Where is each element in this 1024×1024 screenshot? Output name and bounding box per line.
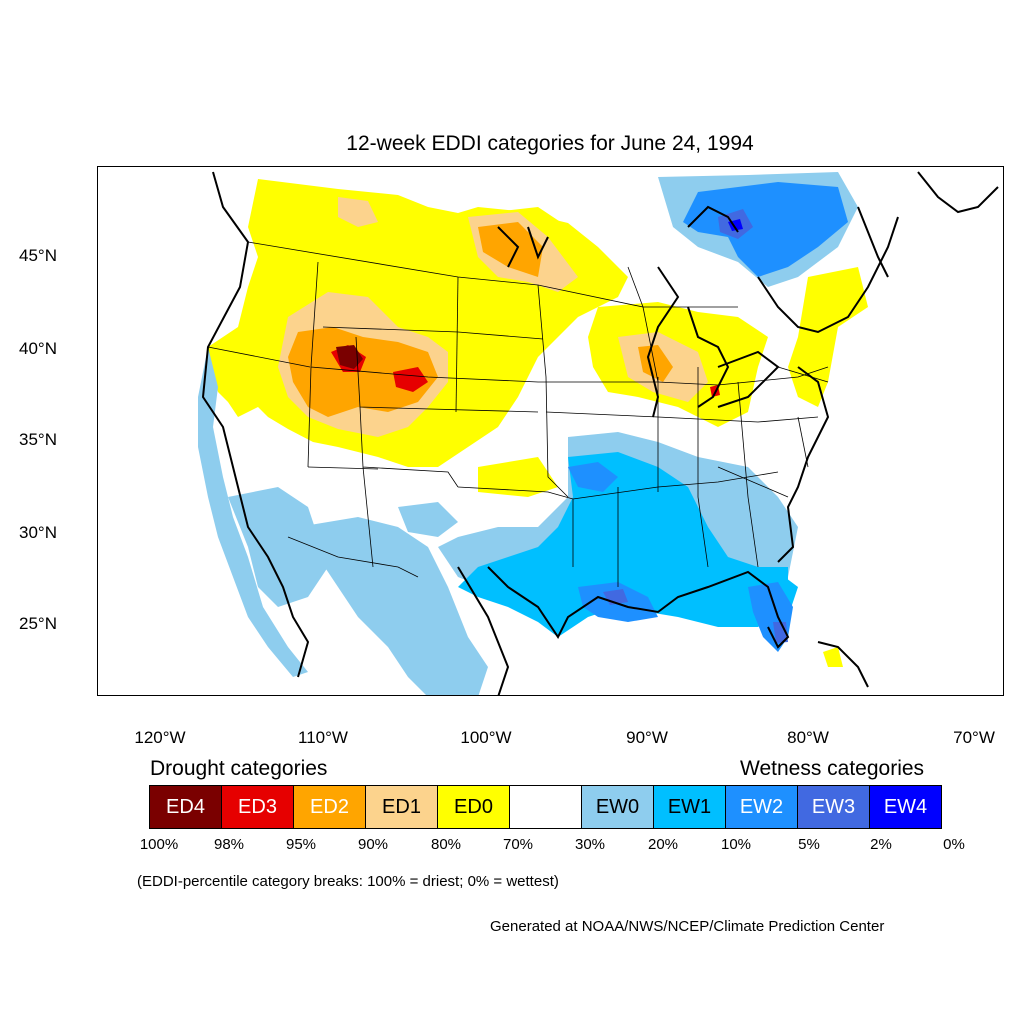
lat-label-45: 45°N <box>19 246 57 265</box>
pct-label: 90% <box>357 836 389 853</box>
map-title: 12-week EDDI categories for June 24, 199… <box>346 132 754 155</box>
lon-label-80: 80°W <box>787 728 829 747</box>
legend-bar: ED4 ED3 ED2 ED1 ED0 EW0 EW1 EW2 EW3 EW4 <box>149 785 942 829</box>
lon-label-100: 100°W <box>460 728 512 747</box>
lon-label-90: 90°W <box>626 728 668 747</box>
lat-label-35: 35°N <box>19 430 57 449</box>
coastline <box>201 171 999 695</box>
wetness-heading: Wetness categories <box>740 757 925 780</box>
lat-label-30: 30°N <box>19 523 57 542</box>
legend-box-ed3: ED3 <box>221 785 294 829</box>
eddi-map <box>198 171 999 695</box>
pct-label: 2% <box>870 836 892 853</box>
pct-label: 100% <box>139 836 179 853</box>
lon-label-120: 120°W <box>134 728 186 747</box>
pct-label: 20% <box>647 836 679 853</box>
legend-box-ew2: EW2 <box>725 785 798 829</box>
lat-label-40: 40°N <box>19 339 57 358</box>
pct-label: 30% <box>574 836 606 853</box>
pct-label: 10% <box>720 836 752 853</box>
map-panel <box>97 166 1004 696</box>
pct-label: 80% <box>430 836 462 853</box>
legend-box-ed4: ED4 <box>149 785 222 829</box>
pct-label: 95% <box>285 836 317 853</box>
legend-box-ed1: ED1 <box>365 785 438 829</box>
legend-box-ew1: EW1 <box>653 785 726 829</box>
ed2-region <box>288 222 673 417</box>
pct-label: 0% <box>943 836 965 853</box>
lat-label-25: 25°N <box>19 614 57 633</box>
drought-heading: Drought categories <box>150 757 328 780</box>
lon-label-110: 110°W <box>298 728 348 747</box>
pct-label: 5% <box>798 836 820 853</box>
legend-box-ew3: EW3 <box>797 785 870 829</box>
legend-box-ew0: EW0 <box>581 785 654 829</box>
lon-label-70: 70°W <box>953 728 995 747</box>
credit-text: Generated at NOAA/NWS/NCEP/Climate Predi… <box>490 918 885 935</box>
pct-label: 98% <box>213 836 245 853</box>
category-note: (EDDI-percentile category breaks: 100% =… <box>137 873 559 890</box>
legend-box-ed0: ED0 <box>437 785 510 829</box>
ed4-region <box>336 345 363 369</box>
legend-box-ed2: ED2 <box>293 785 366 829</box>
pct-label: 70% <box>502 836 534 853</box>
legend-box-ew4: EW4 <box>869 785 942 829</box>
legend-box-normal <box>509 785 582 829</box>
